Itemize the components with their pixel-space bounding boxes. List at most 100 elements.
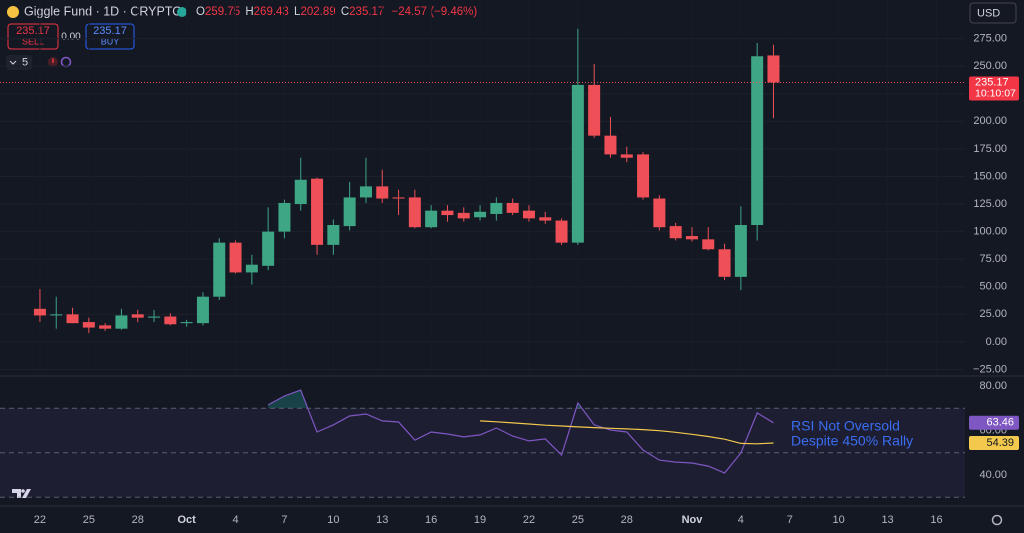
candle-body bbox=[425, 210, 438, 228]
logo bbox=[12, 489, 31, 498]
x-tick-label: 16 bbox=[930, 514, 942, 526]
y-tick-label: 80.00 bbox=[979, 380, 1007, 392]
candle-body bbox=[229, 242, 242, 273]
sell-price: 235.17 bbox=[16, 25, 50, 37]
symbol-icon bbox=[7, 6, 19, 18]
x-tick-label: 22 bbox=[523, 514, 535, 526]
candle-body bbox=[637, 154, 650, 198]
x-tick-label: 7 bbox=[787, 514, 793, 526]
candle-body bbox=[718, 249, 731, 277]
change: −24.57 (−9.46%) bbox=[392, 6, 478, 18]
candle-body bbox=[262, 231, 275, 266]
buy-button[interactable]: 235.17 BUY bbox=[85, 23, 135, 50]
candle-body bbox=[571, 84, 584, 243]
line bbox=[480, 420, 774, 445]
currency-box bbox=[969, 2, 1017, 24]
x-tick-label: 4 bbox=[232, 514, 238, 526]
candle-body bbox=[82, 322, 95, 328]
ohlc-label: H bbox=[245, 6, 253, 18]
sell-box bbox=[7, 23, 59, 50]
y-tick-label: −25.00 bbox=[973, 363, 1007, 375]
buy-label: BUY bbox=[101, 36, 120, 46]
x-tick-label: 22 bbox=[34, 514, 46, 526]
candle-body bbox=[66, 314, 79, 324]
symbol: Giggle Fund · 1D · CRYPTO bbox=[24, 4, 182, 18]
value-box bbox=[969, 435, 1019, 450]
alert-mark bbox=[52, 58, 54, 63]
currency-button[interactable]: USD bbox=[969, 2, 1017, 24]
candle-body bbox=[278, 202, 291, 232]
candle-body bbox=[327, 225, 340, 245]
y-tick-label: 100.00 bbox=[973, 226, 1007, 238]
candle-body bbox=[359, 186, 372, 198]
last-price-label: 235.17 bbox=[975, 76, 1009, 88]
buy-box bbox=[85, 23, 135, 50]
candle-body bbox=[767, 55, 780, 83]
value-label: 54.39 bbox=[986, 437, 1014, 449]
ohlc-value: 269.43 bbox=[254, 6, 289, 18]
annotation: Despite 450% Rally bbox=[791, 433, 913, 449]
candle-body bbox=[702, 239, 715, 250]
y-tick-label: 275.00 bbox=[973, 33, 1007, 45]
y-tick-label: 175.00 bbox=[973, 143, 1007, 155]
buy-price: 235.17 bbox=[93, 25, 127, 37]
candle-body bbox=[115, 315, 128, 329]
candle-body bbox=[588, 84, 601, 136]
candle-body bbox=[620, 154, 633, 158]
sell-button[interactable]: 235.17 SELL bbox=[7, 23, 59, 50]
indicators-toggle[interactable]: 5 bbox=[6, 55, 32, 70]
overbought-fill bbox=[268, 390, 582, 409]
x-tick-label: 10 bbox=[833, 514, 845, 526]
candle-body bbox=[164, 316, 177, 325]
candle-body bbox=[555, 220, 568, 243]
candle-body bbox=[99, 325, 112, 329]
candle-body bbox=[685, 236, 698, 240]
x-tick-label: 13 bbox=[376, 514, 388, 526]
last-price-box bbox=[969, 76, 1019, 101]
candle-body bbox=[669, 226, 682, 239]
ohlc: O259.75 H269.43 L202.89 C235.17 −24.57 (… bbox=[196, 6, 477, 18]
ohlc-value: 259.75 bbox=[205, 6, 240, 18]
x-tick-label: Nov bbox=[682, 514, 704, 526]
annotation: RSI Not Oversold bbox=[791, 418, 900, 434]
candle-body bbox=[392, 197, 405, 199]
x-tick-label: 28 bbox=[621, 514, 633, 526]
candle-body bbox=[180, 322, 193, 324]
chevron bbox=[9, 60, 17, 65]
candle-body bbox=[653, 198, 666, 228]
candle-body bbox=[539, 217, 552, 221]
y-tick-label: 25.00 bbox=[979, 308, 1007, 320]
candle-body bbox=[33, 308, 46, 316]
candle-body bbox=[213, 242, 226, 297]
x-tick-label: 7 bbox=[281, 514, 287, 526]
candle-body bbox=[506, 202, 519, 213]
candle-body bbox=[245, 264, 258, 273]
x-tick-label: 4 bbox=[738, 514, 744, 526]
candle-body bbox=[196, 296, 209, 324]
ohlc-label: O bbox=[196, 6, 205, 18]
value-box bbox=[969, 415, 1019, 430]
gear bbox=[991, 514, 1003, 526]
y-tick-label: 125.00 bbox=[973, 198, 1007, 210]
ohlc-label: C bbox=[341, 6, 349, 18]
countdown: 10:10:07 bbox=[975, 87, 1016, 99]
value-label: 63.46 bbox=[986, 417, 1014, 429]
candle-body bbox=[734, 225, 747, 277]
candle-body bbox=[148, 316, 161, 318]
candle-body bbox=[474, 211, 487, 218]
indicators-count: 5 bbox=[22, 56, 28, 68]
candle-body bbox=[376, 186, 389, 199]
settings-button[interactable] bbox=[991, 514, 1003, 526]
candle-body bbox=[751, 56, 764, 225]
y-tick-label: 75.00 bbox=[979, 253, 1007, 265]
y-tick-label: 50.00 bbox=[979, 281, 1007, 293]
candle-body bbox=[441, 210, 454, 216]
x-tick-label: 28 bbox=[132, 514, 144, 526]
candle-body bbox=[457, 212, 470, 219]
x-tick-label: 16 bbox=[425, 514, 437, 526]
x-tick-label: 25 bbox=[83, 514, 95, 526]
candle-body bbox=[50, 314, 63, 316]
candle-body bbox=[604, 135, 617, 155]
